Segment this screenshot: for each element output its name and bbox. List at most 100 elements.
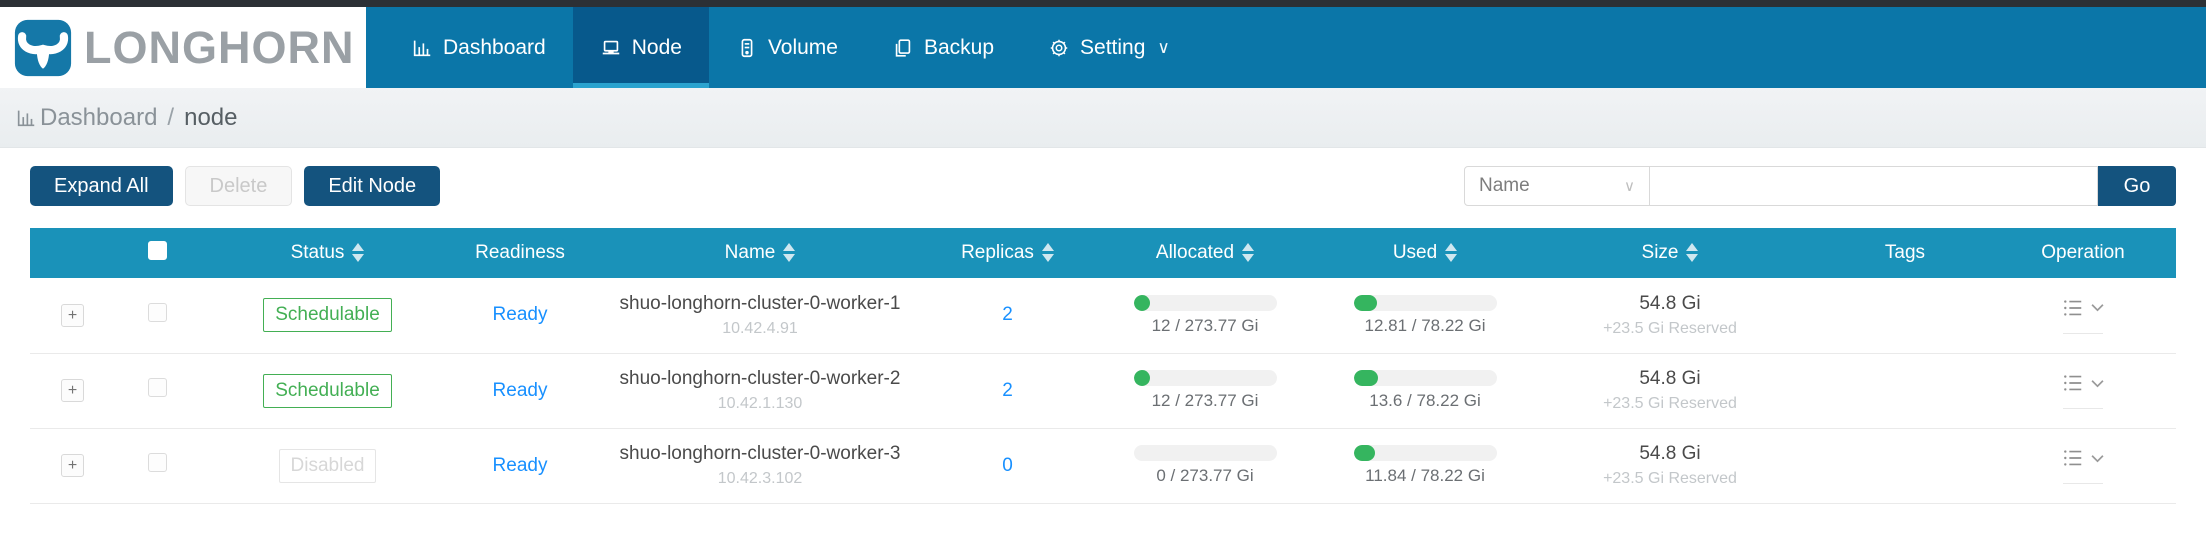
node-ip: 10.42.4.91: [722, 319, 798, 337]
status-badge: Schedulable: [263, 298, 392, 333]
bar-chart-icon: [413, 40, 431, 56]
operation-menu-button[interactable]: [2062, 447, 2104, 484]
table-row: + Schedulable Ready shuo-longhorn-cluste…: [30, 278, 2176, 354]
database-icon: [741, 38, 753, 57]
expand-all-button[interactable]: Expand All: [30, 166, 173, 206]
allocated-bar-fill: [1133, 370, 1150, 386]
table-header-row: Status Readiness Name Replicas Allocated…: [30, 228, 2176, 278]
node-name: shuo-longhorn-cluster-0-worker-3: [619, 443, 901, 464]
search-input[interactable]: [1650, 166, 2098, 206]
sort-icon[interactable]: [1041, 243, 1054, 263]
main-nav: Dashboard Node Volume Backup Settin: [366, 7, 2206, 88]
col-status: Status: [200, 228, 455, 278]
used-progress-bar: [1353, 294, 1497, 311]
gear-icon: [1050, 39, 1068, 56]
row-checkbox[interactable]: [148, 302, 167, 322]
col-operation: Operation: [1990, 228, 2176, 278]
operation-underline: [2063, 408, 2103, 409]
status-badge: Disabled: [278, 448, 377, 483]
expand-row-button[interactable]: +: [61, 454, 84, 478]
table-row: + Schedulable Ready shuo-longhorn-cluste…: [30, 353, 2176, 429]
col-replicas: Replicas: [935, 228, 1080, 278]
search-field-value: Name: [1479, 175, 1530, 196]
col-name: Name: [585, 228, 935, 278]
operation-menu-button[interactable]: [2062, 372, 2104, 409]
nav-item-volume[interactable]: Volume: [709, 7, 865, 88]
unordered-list-icon: [2064, 300, 2082, 316]
node-ip: 10.42.1.130: [717, 395, 803, 412]
sort-icon[interactable]: [1242, 243, 1255, 263]
window-top-strip: [0, 0, 2206, 7]
col-used: Used: [1330, 228, 1520, 278]
toolbar: Expand All Delete Edit Node Name ∨ Go: [30, 166, 2176, 206]
chevron-down-icon: [2091, 379, 2104, 387]
col-readiness: Readiness: [455, 228, 585, 278]
chevron-down-icon: ∨: [1157, 37, 1170, 57]
expand-row-button[interactable]: +: [61, 304, 84, 327]
nav-label: Node: [631, 35, 682, 59]
nav-label: Dashboard: [443, 35, 546, 59]
nav-item-dashboard[interactable]: Dashboard: [384, 7, 573, 88]
used-progress-bar: [1353, 445, 1497, 461]
nav-item-setting[interactable]: Setting ∨: [1021, 7, 1197, 88]
node-size: 54.8 Gi: [1639, 292, 1701, 314]
sort-icon[interactable]: [1445, 243, 1458, 263]
delete-button[interactable]: Delete: [184, 166, 293, 206]
nav-item-node[interactable]: Node: [572, 7, 710, 88]
unordered-list-icon: [2064, 375, 2082, 391]
search-field-select[interactable]: Name ∨: [1464, 166, 1650, 206]
expand-row-button[interactable]: +: [61, 379, 84, 403]
used-bar-fill: [1353, 445, 1376, 461]
longhorn-bull-icon: [14, 19, 72, 76]
used-bar-fill: [1353, 370, 1379, 386]
allocated-label: 0 / 273.77 Gi: [1156, 466, 1254, 485]
nav-label: Setting: [1080, 35, 1146, 59]
edit-node-button[interactable]: Edit Node: [304, 166, 441, 206]
readiness-link[interactable]: Ready: [492, 454, 548, 476]
col-tags: Tags: [1820, 228, 1990, 278]
node-page-content: Expand All Delete Edit Node Name ∨ Go St…: [0, 148, 2206, 504]
used-label: 12.81 / 78.22 Gi: [1364, 315, 1486, 335]
replicas-count-link[interactable]: 2: [1002, 379, 1013, 401]
breadcrumb-separator: /: [167, 103, 175, 131]
operation-menu-button[interactable]: [2062, 297, 2104, 334]
node-size: 54.8 Gi: [1639, 443, 1701, 464]
node-size-reserved: +23.5 Gi Reserved: [1603, 395, 1737, 412]
breadcrumb-dashboard[interactable]: Dashboard: [40, 103, 158, 131]
operation-underline: [2063, 483, 2103, 484]
row-checkbox[interactable]: [148, 378, 167, 397]
node-table: Status Readiness Name Replicas Allocated…: [30, 228, 2176, 504]
app-header: LONGHORN Dashboard Node Volume Backup: [0, 7, 2206, 88]
node-name: shuo-longhorn-cluster-0-worker-1: [619, 292, 901, 314]
col-size: Size: [1520, 228, 1820, 278]
bar-chart-icon: [17, 110, 35, 126]
go-button[interactable]: Go: [2098, 166, 2176, 206]
sort-icon[interactable]: [1686, 243, 1699, 263]
breadcrumb: Dashboard / node: [0, 88, 2206, 148]
readiness-link[interactable]: Ready: [492, 379, 548, 401]
row-checkbox[interactable]: [148, 453, 167, 472]
operation-underline: [2063, 332, 2103, 334]
select-all-checkbox[interactable]: [148, 240, 167, 260]
used-bar-fill: [1353, 294, 1377, 311]
laptop-icon: [602, 40, 619, 54]
replicas-count-link[interactable]: 2: [1002, 304, 1013, 326]
search-group: Name ∨ Go: [1464, 166, 2176, 206]
nav-item-backup[interactable]: Backup: [865, 7, 1021, 88]
node-ip: 10.42.3.102: [717, 470, 803, 487]
node-size-reserved: +23.5 Gi Reserved: [1603, 319, 1737, 337]
node-size: 54.8 Gi: [1639, 368, 1701, 389]
used-label: 11.84 / 78.22 Gi: [1365, 466, 1485, 485]
replicas-count-link[interactable]: 0: [1002, 454, 1013, 476]
unordered-list-icon: [2064, 450, 2082, 466]
node-name: shuo-longhorn-cluster-0-worker-2: [619, 368, 901, 389]
sort-icon[interactable]: [783, 243, 796, 263]
logo[interactable]: LONGHORN: [0, 7, 366, 88]
sort-icon[interactable]: [352, 243, 365, 263]
allocated-label: 12 / 273.77 Gi: [1151, 315, 1259, 335]
allocated-label: 12 / 273.77 Gi: [1151, 391, 1259, 410]
readiness-link[interactable]: Ready: [492, 304, 548, 326]
nav-label: Backup: [923, 35, 995, 59]
brand-name: LONGHORN: [84, 21, 355, 73]
col-allocated: Allocated: [1080, 228, 1330, 278]
